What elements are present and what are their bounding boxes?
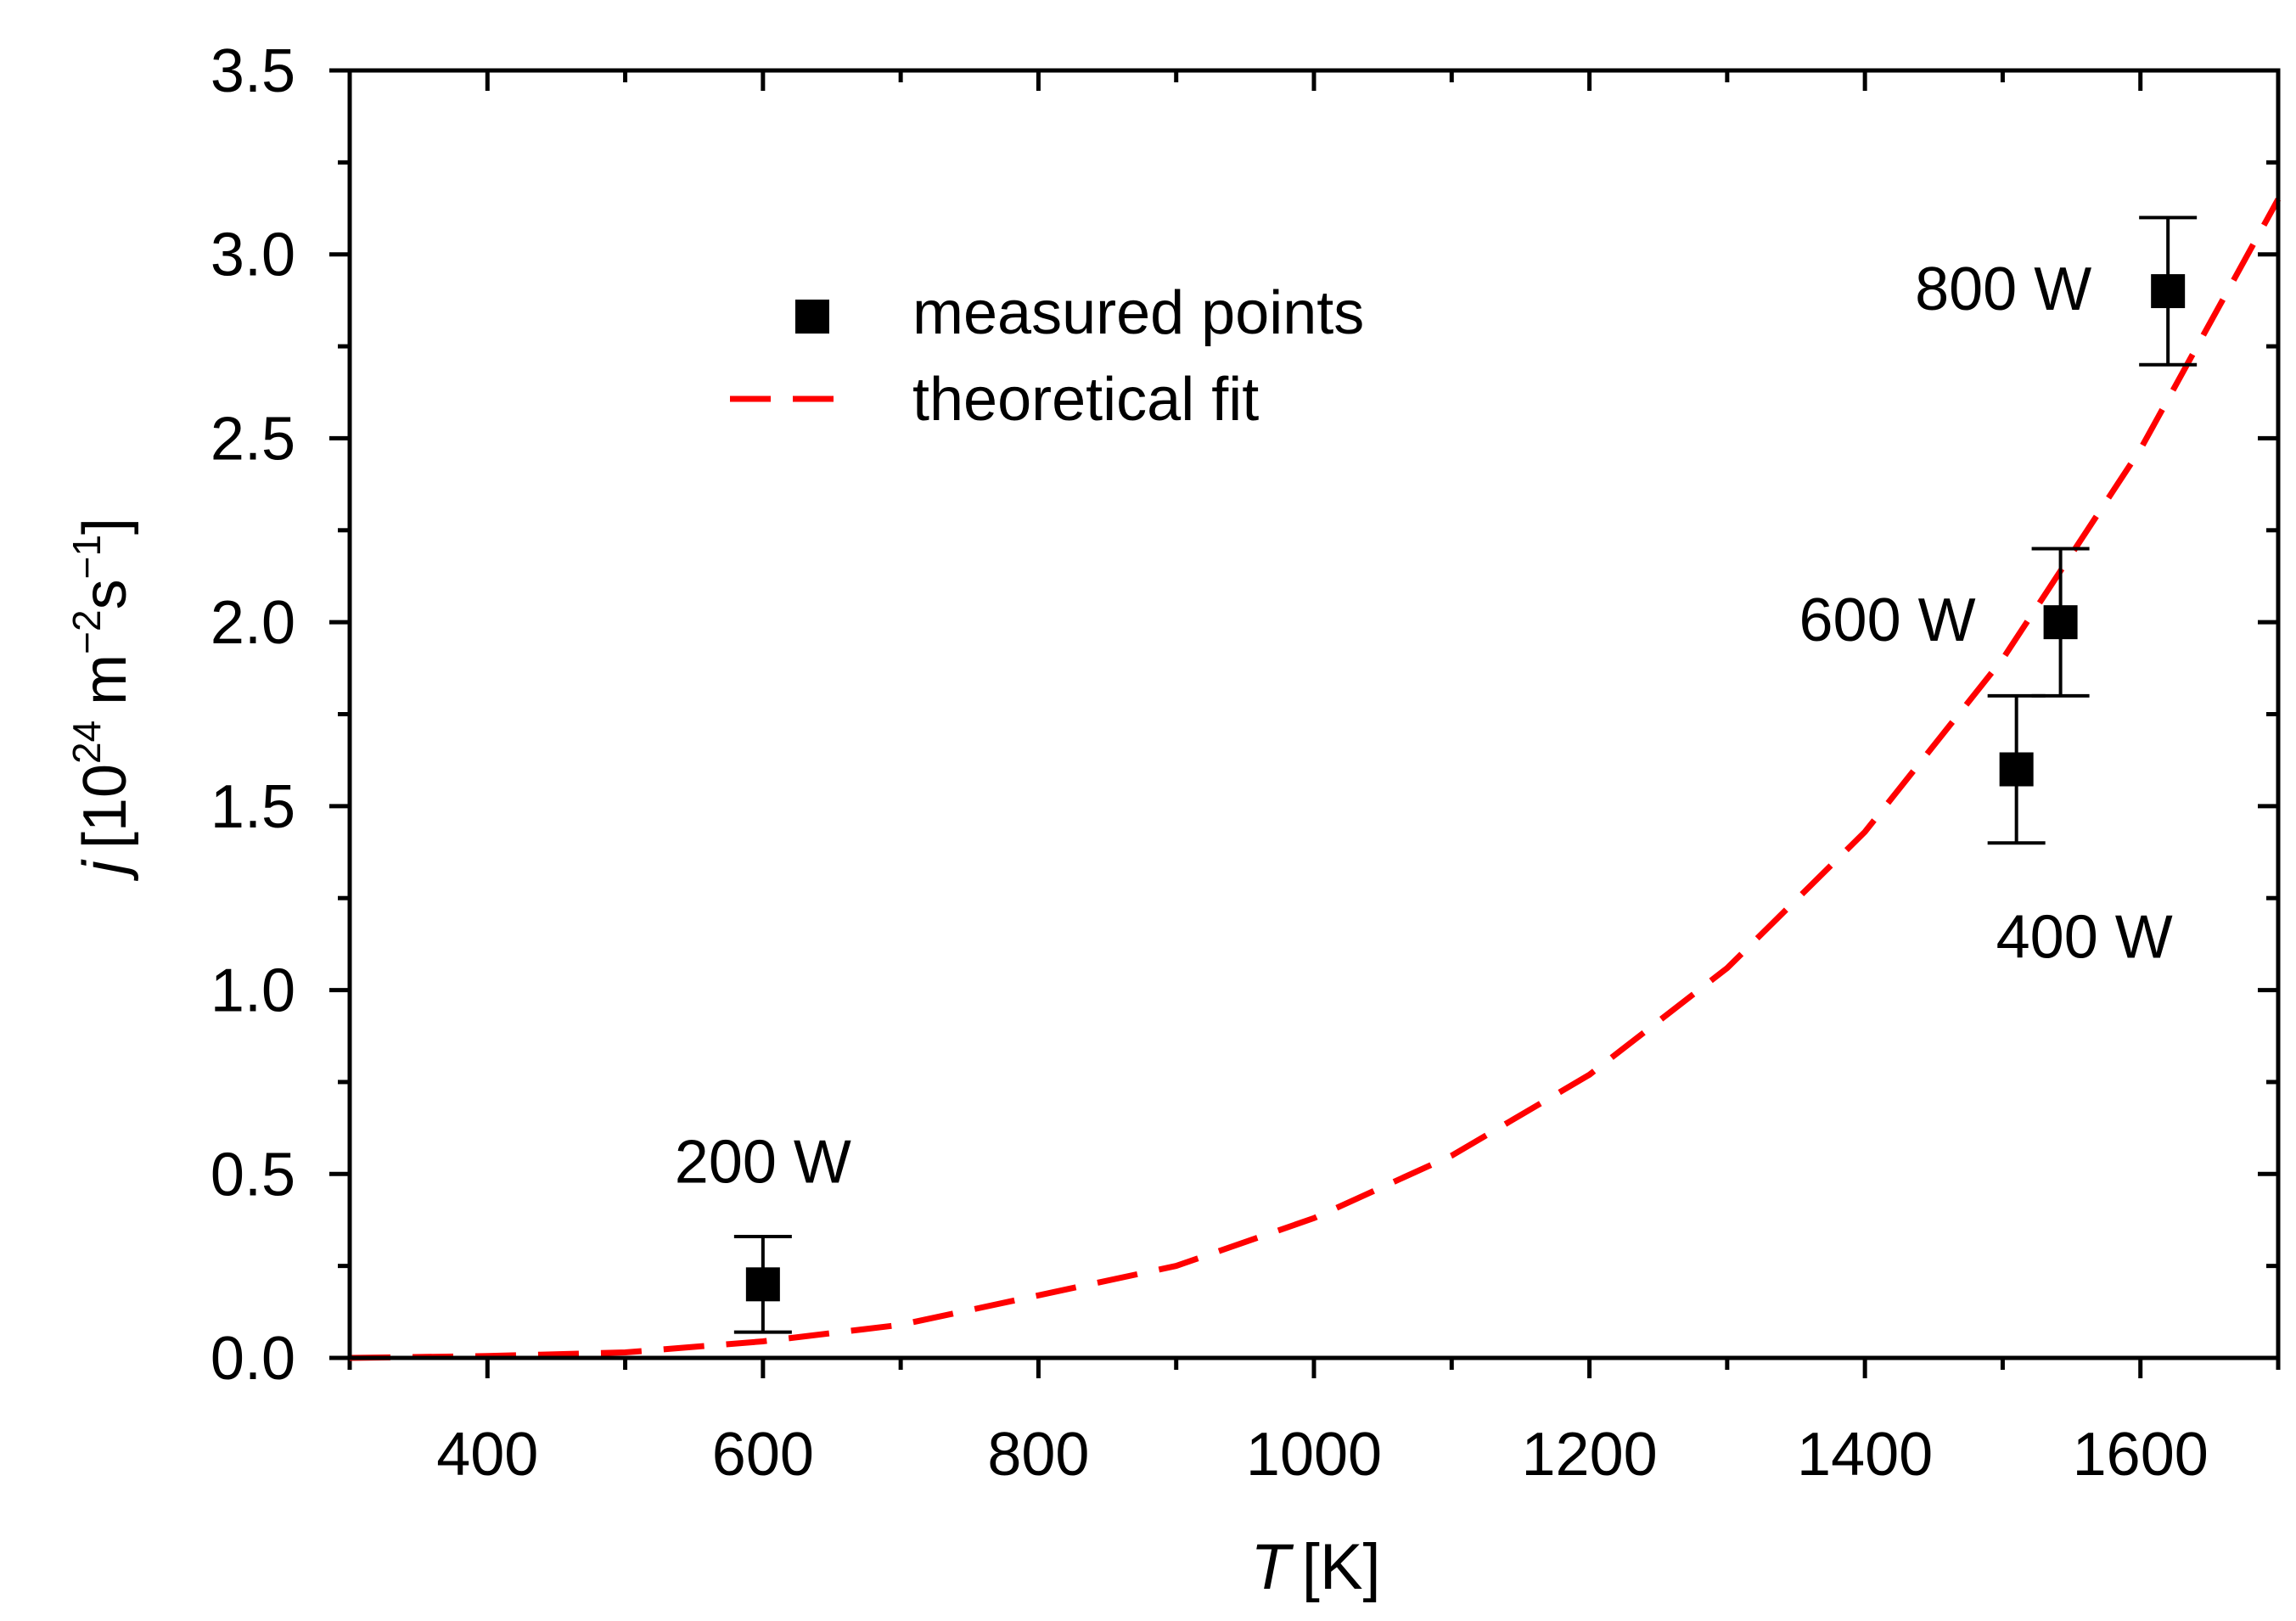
y-axis-unit-exp3: −1 xyxy=(65,535,109,579)
legend-label-fit: theoretical fit xyxy=(912,366,1259,434)
y-tick-label: 1.0 xyxy=(211,957,295,1025)
y-tick-label: 3.0 xyxy=(211,222,295,289)
x-axis-unit: [K] xyxy=(1302,1531,1381,1603)
y-tick-label: 0.5 xyxy=(211,1141,295,1209)
y-tick-label: 3.5 xyxy=(211,37,295,105)
x-tick-label: 800 xyxy=(987,1421,1089,1489)
y-tick-label: 0.0 xyxy=(211,1325,295,1393)
point-label: 600 W xyxy=(1799,586,1975,654)
y-tick-label: 1.5 xyxy=(211,773,295,841)
point-label: 400 W xyxy=(1996,904,2173,972)
fit-line-layer xyxy=(349,198,2282,1361)
y-tick-label: 2.0 xyxy=(211,589,295,657)
x-tick-label: 600 xyxy=(712,1421,814,1489)
x-tick-label: 1000 xyxy=(1246,1421,1382,1489)
x-axis-title: T [K] xyxy=(1250,1531,1380,1603)
y-axis-unit-exp1: 24 xyxy=(65,721,109,764)
x-axis-symbol: T xyxy=(1250,1531,1294,1603)
x-tick-label: 1400 xyxy=(1797,1421,1933,1489)
plot-frame xyxy=(347,68,2281,1360)
fit-line xyxy=(349,198,2282,1361)
y-axis-title: j[1024m−2s−1] xyxy=(65,518,139,882)
x-tick-label: 1200 xyxy=(1521,1421,1657,1489)
legend-label-measured: measured points xyxy=(912,279,1364,347)
data-point xyxy=(2043,605,2078,640)
y-axis-unit-m: m xyxy=(71,654,139,705)
legend-marker-measured xyxy=(795,300,829,334)
y-axis-unit-open: [10 xyxy=(71,764,139,849)
y-tick-label: 2.5 xyxy=(211,405,295,473)
data-points-layer: 200 W 400 W 600 W 800 W xyxy=(675,216,2198,1334)
point-label: 200 W xyxy=(675,1128,851,1196)
y-axis-unit-close: ] xyxy=(71,518,139,535)
x-tick-label: 400 xyxy=(436,1421,538,1489)
x-tick-label: 1600 xyxy=(2073,1421,2209,1489)
legend: measured points theoretical fit xyxy=(730,279,1364,434)
point-label: 800 W xyxy=(1915,255,2091,323)
y-axis-unit-exp2: −2 xyxy=(65,609,109,653)
data-point xyxy=(2151,274,2186,309)
y-axis-unit-s: s xyxy=(71,579,139,609)
data-point xyxy=(745,1267,780,1302)
tick-labels-layer: 400 600 800 1000 1200 1400 1600 0.0 0.5 1.0 1.5 2.0… xyxy=(211,37,2209,1489)
data-point xyxy=(1999,752,2034,787)
